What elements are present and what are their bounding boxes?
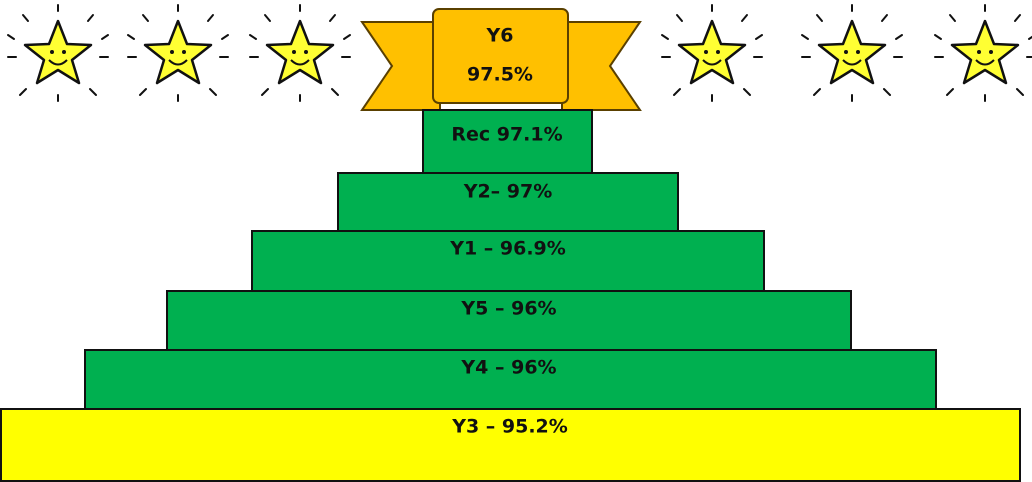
banner-line: 97.5% xyxy=(467,64,533,86)
pyramid-diagram: Y6 97.5% Rec 97.1% Y2– 97% Y1 – 96.9% Y5… xyxy=(0,0,1032,482)
star xyxy=(128,5,228,101)
tier-label: Y5 – 96% xyxy=(460,298,556,320)
tier-label: Y4 – 96% xyxy=(460,357,556,379)
tier-label: Y3 – 95.2% xyxy=(451,416,568,438)
tier-label: Y2– 97% xyxy=(463,181,553,203)
star xyxy=(802,5,902,101)
star xyxy=(250,5,350,101)
banner-tail-right xyxy=(562,22,640,110)
banner: Y6 97.5% xyxy=(362,9,640,110)
star xyxy=(662,5,762,101)
tier-label: Rec 97.1% xyxy=(451,124,562,146)
tier-label: Y1 – 96.9% xyxy=(449,238,566,260)
banner-body xyxy=(433,9,568,103)
star xyxy=(935,5,1032,101)
banner-tail-left xyxy=(362,22,440,110)
tiers: Rec 97.1% Y2– 97% Y1 – 96.9% Y5 – 96% Y4… xyxy=(1,110,1020,481)
banner-line: Y6 xyxy=(486,25,514,47)
star xyxy=(8,5,108,101)
